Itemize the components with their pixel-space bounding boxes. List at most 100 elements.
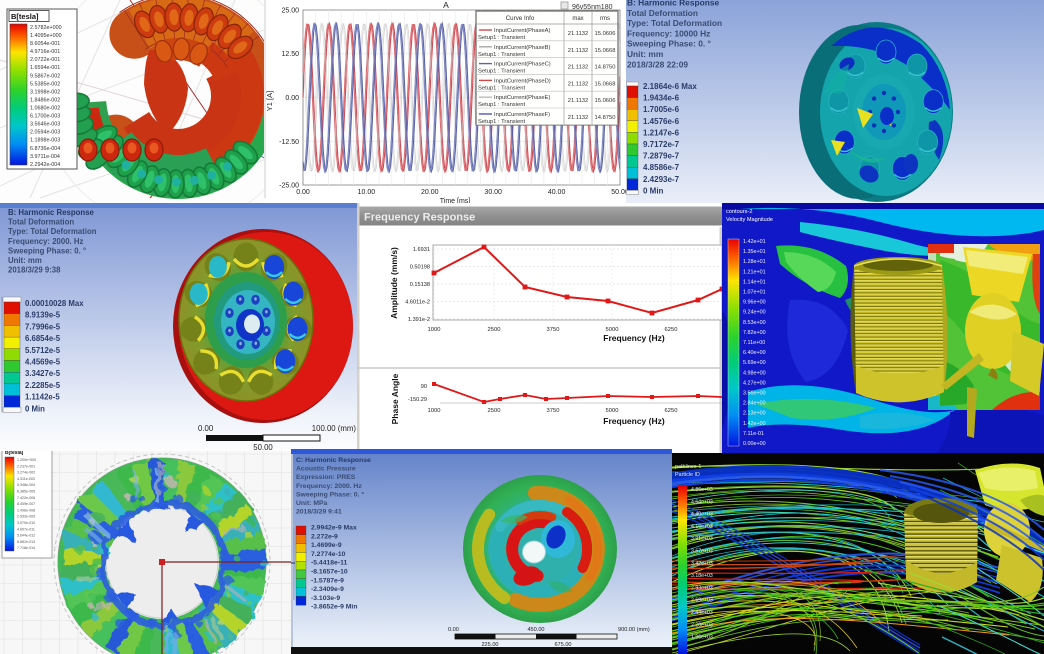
svg-text:8.459e-007: 8.459e-007 xyxy=(17,502,35,506)
svg-text:7.2774e-10: 7.2774e-10 xyxy=(311,551,346,558)
svg-text:Y1 [A]: Y1 [A] xyxy=(265,91,274,111)
svg-text:6250: 6250 xyxy=(665,327,678,333)
svg-text:9.7172e-7: 9.7172e-7 xyxy=(643,140,680,149)
svg-text:3.42e+03: 3.42e+03 xyxy=(691,561,713,567)
svg-text:B[tesla]: B[tesla] xyxy=(11,12,39,21)
svg-text:-2.3409e-9: -2.3409e-9 xyxy=(311,586,344,593)
svg-text:5.5385e-002: 5.5385e-002 xyxy=(30,81,60,87)
svg-text:2.4293e-7: 2.4293e-7 xyxy=(643,175,680,184)
svg-text:21.1132: 21.1132 xyxy=(568,48,589,54)
svg-text:450.00: 450.00 xyxy=(527,627,544,633)
svg-text:2500: 2500 xyxy=(488,327,501,333)
svg-text:2.9942e-9 Max: 2.9942e-9 Max xyxy=(311,525,357,532)
svg-text:3.56e+00: 3.56e+00 xyxy=(743,391,766,397)
svg-text:15.0606: 15.0606 xyxy=(595,31,616,37)
svg-text:15.0668: 15.0668 xyxy=(595,81,616,87)
svg-text:B: Harmonic Response: B: Harmonic Response xyxy=(627,0,719,8)
svg-text:12.50: 12.50 xyxy=(281,51,299,58)
svg-text:4.4569e-5: 4.4569e-5 xyxy=(25,358,61,367)
svg-text:4.86e+03: 4.86e+03 xyxy=(691,487,713,493)
svg-text:6.40e+00: 6.40e+00 xyxy=(743,350,766,356)
svg-text:pathlines-1: pathlines-1 xyxy=(675,464,701,470)
svg-text:Setup1 : Transient: Setup1 : Transient xyxy=(478,85,525,91)
svg-text:Setup1 : Transient: Setup1 : Transient xyxy=(478,69,525,75)
svg-text:Setup1 : Transient: Setup1 : Transient xyxy=(478,119,525,125)
svg-text:40.00: 40.00 xyxy=(548,189,566,196)
svg-text:0.00e+00: 0.00e+00 xyxy=(743,441,766,447)
svg-text:6.1700e-003: 6.1700e-003 xyxy=(30,114,60,120)
svg-text:225.00: 225.00 xyxy=(481,642,498,648)
svg-text:1.42e+01: 1.42e+01 xyxy=(743,239,766,245)
svg-text:Unit: mm: Unit: mm xyxy=(8,256,42,265)
svg-text:25.00: 25.00 xyxy=(281,8,299,15)
svg-text:InputCurrent(PhaseC): InputCurrent(PhaseC) xyxy=(494,62,551,68)
svg-text:1.28e+01: 1.28e+01 xyxy=(743,259,766,265)
svg-text:1.35e+01: 1.35e+01 xyxy=(743,249,766,255)
svg-text:1.1898e-003: 1.1898e-003 xyxy=(30,138,60,144)
svg-text:Sweeping Phase: 0. °: Sweeping Phase: 0. ° xyxy=(296,490,364,498)
svg-text:Frequency (Hz): Frequency (Hz) xyxy=(603,416,665,426)
svg-text:-1.5787e-9: -1.5787e-9 xyxy=(311,577,344,584)
svg-text:InputCurrent(PhaseB): InputCurrent(PhaseB) xyxy=(494,45,550,51)
svg-text:-12.50: -12.50 xyxy=(279,139,299,146)
svg-text:1.4699e-9: 1.4699e-9 xyxy=(311,542,342,549)
svg-text:Acoustic Pressure: Acoustic Pressure xyxy=(296,466,356,473)
svg-text:InputCurrent(PhaseE): InputCurrent(PhaseE) xyxy=(494,95,550,101)
svg-text:1000: 1000 xyxy=(428,408,441,414)
svg-text:5000: 5000 xyxy=(606,327,619,333)
svg-text:Frequency (Hz): Frequency (Hz) xyxy=(603,333,665,343)
svg-text:96v55nm180: 96v55nm180 xyxy=(572,4,613,11)
svg-text:15.0606: 15.0606 xyxy=(595,98,616,104)
svg-text:contours-2: contours-2 xyxy=(726,209,752,215)
svg-text:B[tesla]: B[tesla] xyxy=(5,450,24,456)
svg-text:0.00: 0.00 xyxy=(296,189,310,196)
svg-text:1.7005e-6: 1.7005e-6 xyxy=(643,105,680,114)
svg-text:InputCurrent(PhaseD): InputCurrent(PhaseD) xyxy=(494,78,551,84)
svg-text:0 Min: 0 Min xyxy=(643,186,664,195)
svg-text:Type: Total Deformation: Type: Total Deformation xyxy=(8,227,97,236)
svg-text:Frequency: 2000. Hz: Frequency: 2000. Hz xyxy=(8,237,84,246)
svg-text:Sweeping Phase: 0. °: Sweeping Phase: 0. ° xyxy=(8,246,86,255)
svg-text:Type: Total Deformation: Type: Total Deformation xyxy=(627,18,722,28)
svg-text:9.5867e-002: 9.5867e-002 xyxy=(30,73,60,79)
svg-text:0.00: 0.00 xyxy=(285,95,299,102)
svg-text:2.0722e-001: 2.0722e-001 xyxy=(30,57,60,63)
svg-text:2018/3/29 9:38: 2018/3/29 9:38 xyxy=(8,266,61,275)
svg-text:3.18e+03: 3.18e+03 xyxy=(691,573,713,579)
svg-text:4.16e+03: 4.16e+03 xyxy=(691,524,713,530)
svg-text:rms: rms xyxy=(600,16,610,22)
svg-text:2.13e+00: 2.13e+00 xyxy=(743,411,766,417)
svg-text:Setup1 : Transient: Setup1 : Transient xyxy=(478,35,525,41)
svg-text:2.20e+03: 2.20e+03 xyxy=(691,622,713,628)
svg-text:4.9716e-001: 4.9716e-001 xyxy=(30,49,60,55)
svg-text:1.496e-008: 1.496e-008 xyxy=(17,508,35,512)
svg-text:50.00: 50.00 xyxy=(253,443,273,452)
svg-text:5.69e+00: 5.69e+00 xyxy=(743,360,766,366)
svg-text:1.42e+00: 1.42e+00 xyxy=(743,421,766,427)
svg-text:4.27e+00: 4.27e+00 xyxy=(743,380,766,386)
svg-text:5.5712e-5: 5.5712e-5 xyxy=(25,346,61,355)
svg-text:2.5782e+000: 2.5782e+000 xyxy=(30,25,62,31)
svg-text:Frequency Response: Frequency Response xyxy=(364,212,475,224)
svg-text:-150.29: -150.29 xyxy=(408,397,427,403)
svg-text:3.570e-010: 3.570e-010 xyxy=(17,521,35,525)
svg-text:7.2879e-7: 7.2879e-7 xyxy=(643,152,680,161)
svg-text:0.50198: 0.50198 xyxy=(410,265,430,271)
svg-text:InputCurrent(PhaseA): InputCurrent(PhaseA) xyxy=(494,28,550,34)
svg-text:9.96e+00: 9.96e+00 xyxy=(743,300,766,306)
svg-text:Phase Angle: Phase Angle xyxy=(390,373,400,424)
svg-text:1.96e+03: 1.96e+03 xyxy=(691,635,713,641)
svg-text:7.7996e-5: 7.7996e-5 xyxy=(25,322,61,331)
svg-text:30.00: 30.00 xyxy=(484,189,502,196)
svg-text:5000: 5000 xyxy=(606,408,619,414)
svg-text:21.1132: 21.1132 xyxy=(568,98,589,104)
svg-text:2018/3/28 22:09: 2018/3/28 22:09 xyxy=(627,59,688,69)
svg-text:7.718e-014: 7.718e-014 xyxy=(17,546,35,550)
svg-text:8.6054e-001: 8.6054e-001 xyxy=(30,41,60,47)
svg-text:Particle ID: Particle ID xyxy=(675,472,700,478)
svg-text:0.00010028 Max: 0.00010028 Max xyxy=(25,299,84,308)
svg-text:1.6931: 1.6931 xyxy=(413,247,430,253)
svg-text:Amplitude (mm/s): Amplitude (mm/s) xyxy=(389,247,399,319)
svg-text:Velocity Magnitude: Velocity Magnitude xyxy=(726,217,773,223)
svg-text:100.00 (mm): 100.00 (mm) xyxy=(312,424,357,433)
